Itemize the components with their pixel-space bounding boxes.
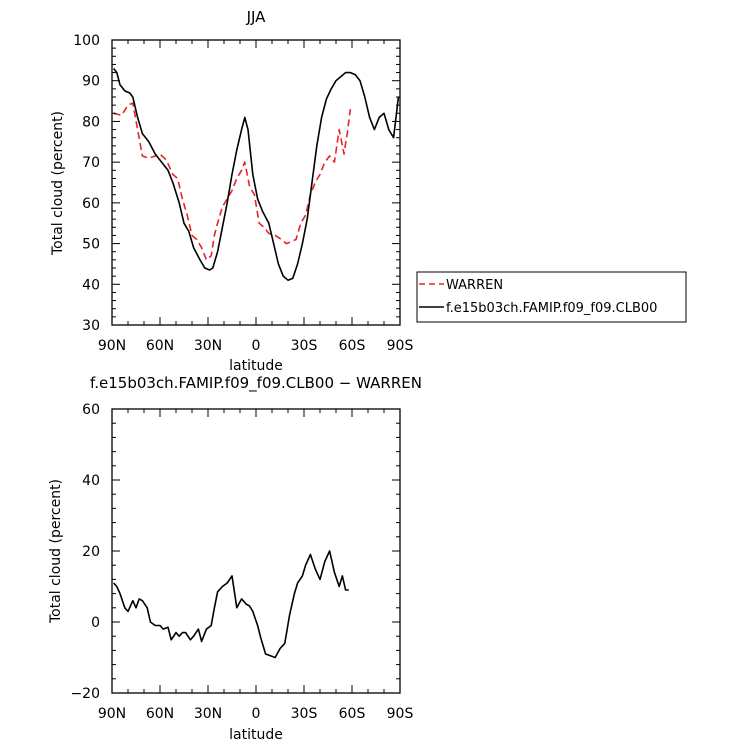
top-chart: JJA 90N 60N 30N 0 30S 60S 90S 30 40 50 60 70 80 90 100… [50, 8, 413, 374]
bottom-y-tick-label: 40 [82, 473, 100, 489]
bottom-y-tick-label: 20 [82, 544, 100, 560]
bottom-x-tick-label: 90N [98, 706, 126, 722]
top-plot-frame [111, 39, 401, 326]
top-x-tick-label: 0 [252, 338, 261, 354]
legend-box [416, 271, 687, 323]
bottom-x-tick-label: 30N [194, 706, 222, 722]
bottom-x-tick-label: 60N [146, 706, 174, 722]
top-x-tick-label: 90N [98, 338, 126, 354]
top-series-line-model [112, 68, 400, 282]
top-x-tick-label: 60S [339, 338, 366, 354]
bottom-x-tick-label: 90S [387, 706, 414, 722]
bottom-y-tick-label: 0 [91, 615, 100, 631]
top-chart-title: JJA [246, 8, 267, 26]
legend-label-model: f.e15b03ch.FAMIP.f09_f09.CLB00 [446, 301, 657, 316]
bottom-x-axis-label: latitude [229, 727, 283, 743]
bottom-y-tick-label: 60 [82, 402, 100, 418]
legend-label-warren: WARREN [446, 278, 503, 293]
bottom-chart: f.e15b03ch.FAMIP.f09_f09.CLB00 − WARREN … [48, 374, 422, 743]
top-y-tick-label: 50 [82, 237, 100, 253]
bottom-x-tick-label: 0 [252, 706, 261, 722]
top-y-tick-label: 40 [82, 277, 100, 293]
top-x-tick-label: 60N [146, 338, 174, 354]
bottom-x-tick-label: 30S [291, 706, 318, 722]
bottom-plot-frame [111, 408, 401, 694]
bottom-series-line-difference [113, 550, 349, 659]
top-y-tick-label: 70 [82, 155, 100, 171]
bottom-x-tick-label: 60S [339, 706, 366, 722]
top-x-axis-label: latitude [229, 358, 283, 374]
bottom-y-axis-label: Total cloud (percent) [48, 479, 64, 624]
top-x-tick-label: 30N [194, 338, 222, 354]
legend: WARREN f.e15b03ch.FAMIP.f09_f09.CLB00 [416, 271, 687, 323]
bottom-chart-title: f.e15b03ch.FAMIP.f09_f09.CLB00 − WARREN [90, 374, 422, 393]
top-y-tick-label: 30 [82, 318, 100, 334]
top-y-tick-label: 90 [82, 74, 100, 90]
top-y-axis-label: Total cloud (percent) [50, 111, 66, 256]
top-y-tick-label: 100 [73, 33, 100, 49]
top-x-tick-label: 30S [291, 338, 318, 354]
top-y-tick-label: 80 [82, 114, 100, 130]
bottom-y-tick-label: −20 [70, 686, 100, 702]
top-x-tick-label: 90S [387, 338, 414, 354]
top-series-line-warren [113, 102, 352, 261]
top-y-tick-label: 60 [82, 196, 100, 212]
